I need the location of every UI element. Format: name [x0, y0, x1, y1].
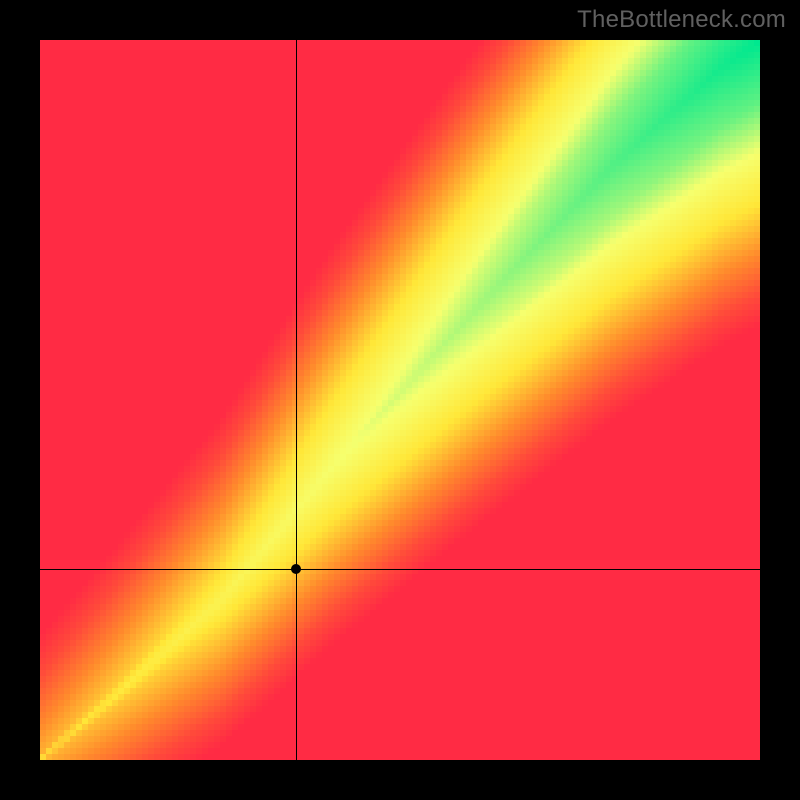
heatmap-canvas — [40, 40, 760, 760]
marker-dot — [291, 564, 301, 574]
crosshair-vertical — [296, 40, 297, 760]
crosshair-horizontal — [40, 569, 760, 570]
heatmap-plot — [40, 40, 760, 760]
chart-frame: TheBottleneck.com — [0, 0, 800, 800]
watermark-text: TheBottleneck.com — [577, 6, 786, 34]
